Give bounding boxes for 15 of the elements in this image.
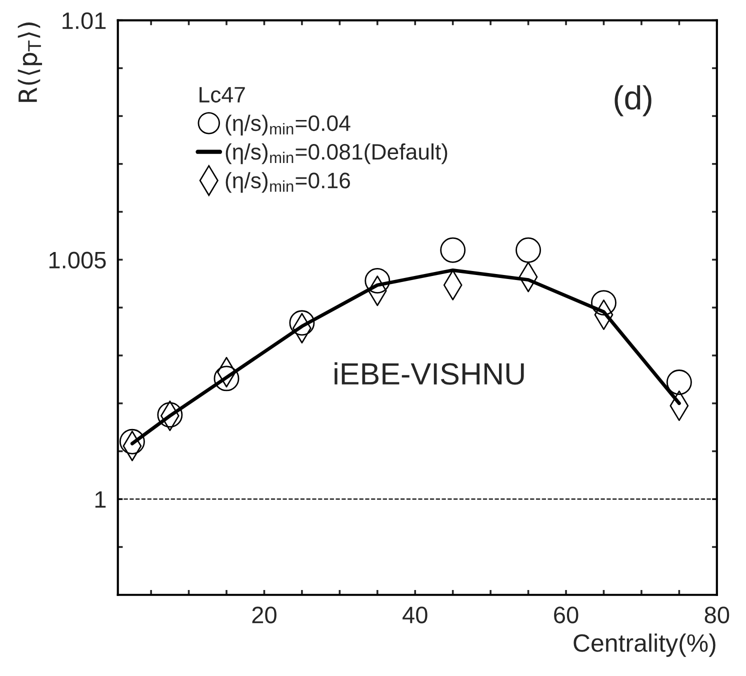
- y-axis-title: R(⟨p$_{T}$⟩): [18, 22, 42, 102]
- x-tick-label: 40: [402, 606, 428, 624]
- annotation: iEBE-VISHNU: [334, 362, 524, 385]
- legend-label: (η/s)$_{min}$=0.04: [226, 114, 350, 136]
- legend-label: (η/s)$_{min}$=0.081(Default): [226, 143, 448, 164]
- x-tick-label: 20: [252, 606, 276, 624]
- legend-label: (η/s)$_{min}$=0.16: [226, 172, 350, 193]
- annotation: (d): [614, 85, 652, 116]
- x-tick-label: 80: [704, 606, 730, 624]
- legend-title: Lc47: [200, 87, 245, 103]
- y-tick-label: 1.005: [49, 252, 106, 268]
- x-tick-label: 60: [554, 606, 578, 624]
- y-tick-label: 1.01: [62, 12, 106, 30]
- x-axis-title: Centrality(%): [574, 634, 716, 657]
- y-tick-label: 1: [95, 491, 106, 508]
